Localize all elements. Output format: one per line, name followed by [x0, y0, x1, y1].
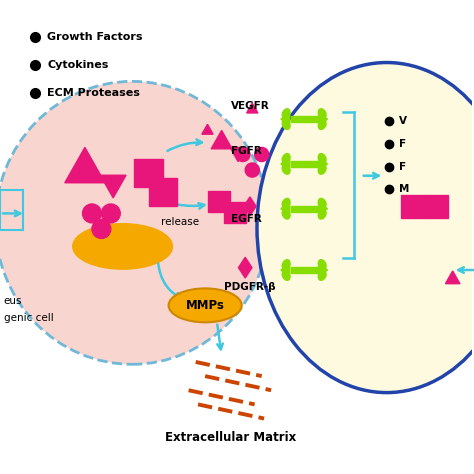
Bar [401, 194, 424, 218]
Polygon shape [319, 201, 328, 216]
Ellipse shape [319, 199, 326, 208]
Polygon shape [281, 112, 290, 126]
Bar [148, 178, 177, 206]
Ellipse shape [282, 210, 290, 219]
Polygon shape [281, 263, 290, 277]
Polygon shape [281, 157, 290, 171]
Polygon shape [202, 124, 213, 134]
Bar [291, 116, 318, 122]
Polygon shape [238, 257, 252, 278]
Text: eus: eus [4, 296, 22, 306]
Circle shape [245, 163, 259, 177]
Polygon shape [244, 197, 256, 216]
Ellipse shape [319, 260, 326, 269]
Circle shape [101, 204, 120, 223]
Ellipse shape [282, 199, 290, 208]
Text: V: V [400, 117, 407, 127]
Text: F: F [400, 162, 407, 172]
Ellipse shape [319, 271, 326, 280]
Ellipse shape [282, 165, 290, 174]
Text: ECM Proteases: ECM Proteases [47, 88, 140, 98]
Polygon shape [100, 175, 126, 198]
Text: EGFR: EGFR [231, 214, 262, 224]
Polygon shape [65, 147, 105, 183]
Polygon shape [319, 263, 328, 277]
Bar [291, 206, 318, 211]
Polygon shape [281, 201, 290, 216]
Ellipse shape [282, 271, 290, 280]
Text: release: release [161, 217, 199, 227]
Circle shape [236, 147, 250, 162]
Ellipse shape [319, 165, 326, 174]
Text: genic cell: genic cell [4, 313, 54, 323]
Ellipse shape [282, 109, 290, 118]
Ellipse shape [319, 109, 326, 118]
Text: Cytokines: Cytokines [47, 60, 109, 70]
Text: PDGFR-β: PDGFR-β [224, 282, 275, 292]
Ellipse shape [0, 82, 269, 365]
Ellipse shape [257, 63, 474, 392]
Text: Extracellular Matrix: Extracellular Matrix [165, 431, 297, 444]
Polygon shape [319, 112, 328, 126]
Ellipse shape [282, 154, 290, 163]
Text: FGFR: FGFR [231, 146, 262, 156]
Text: Growth Factors: Growth Factors [47, 32, 143, 42]
Bar [291, 161, 318, 167]
Ellipse shape [319, 210, 326, 219]
Bar [209, 191, 230, 212]
Text: MMPs: MMPs [186, 299, 225, 312]
Polygon shape [230, 147, 246, 162]
Polygon shape [446, 271, 460, 283]
Ellipse shape [319, 154, 326, 163]
Polygon shape [211, 130, 232, 149]
Bar [224, 201, 246, 223]
Ellipse shape [282, 120, 290, 129]
Polygon shape [319, 157, 328, 171]
Text: VEGFR: VEGFR [231, 101, 270, 111]
Circle shape [92, 219, 111, 238]
Bar [135, 159, 163, 188]
Text: F: F [400, 139, 407, 149]
Circle shape [82, 204, 101, 223]
Ellipse shape [73, 224, 172, 269]
Bar [0, 190, 23, 230]
Circle shape [255, 147, 269, 162]
Ellipse shape [282, 260, 290, 269]
Polygon shape [246, 103, 258, 113]
Ellipse shape [319, 120, 326, 129]
Text: M: M [400, 184, 410, 194]
Bar [424, 194, 448, 218]
Ellipse shape [169, 288, 242, 322]
Bar [291, 267, 318, 273]
